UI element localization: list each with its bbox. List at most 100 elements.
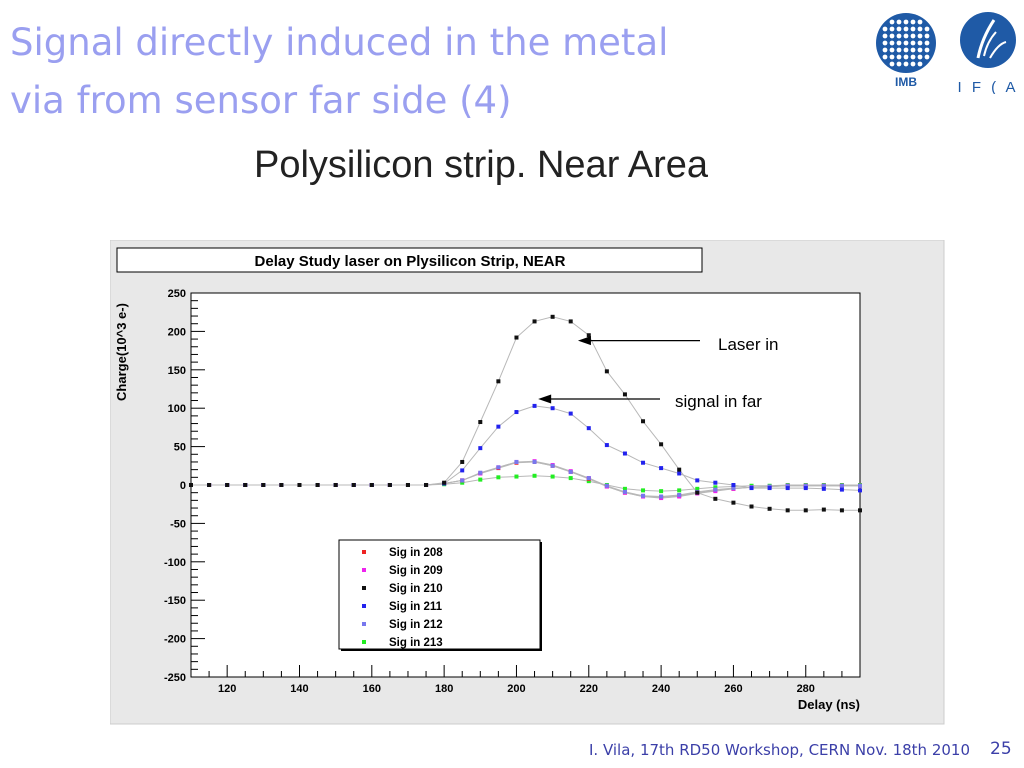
data-point [550, 406, 555, 411]
data-point [622, 392, 627, 397]
y-tick-label: 0 [180, 480, 186, 492]
legend-label: Sig in 210 [389, 583, 443, 595]
data-point [713, 485, 718, 490]
imb-logo-dot [896, 54, 902, 60]
imb-logo-dot [882, 33, 888, 39]
legend-label: Sig in 212 [389, 619, 443, 631]
legend: Sig in 208 Sig in 209 Sig in 210 Sig in 211… [338, 539, 542, 651]
annotation-label: signal in far [675, 392, 762, 411]
y-tick-label: -200 [164, 634, 186, 646]
data-point [424, 483, 429, 487]
data-point [641, 419, 646, 424]
imb-logo-dot [889, 47, 895, 53]
imb-logo-dot [917, 47, 923, 53]
y-axis-label: Charge(10^3 e-) [114, 303, 129, 401]
data-point [858, 483, 862, 488]
data-point [785, 483, 790, 488]
imb-logo-dot [924, 33, 930, 39]
axis-ticks [190, 292, 861, 678]
data-point [478, 420, 483, 425]
data-point [839, 483, 844, 488]
y-tick-label: 250 [168, 288, 186, 300]
data-point [387, 483, 392, 487]
data-point [550, 314, 555, 319]
imb-logo-dot [917, 26, 923, 32]
legend-marker [362, 622, 366, 626]
data-point [496, 475, 501, 480]
legend-label: Sig in 208 [389, 547, 443, 559]
imb-logo-dot [910, 40, 916, 46]
imb-logo-dot [924, 26, 930, 32]
imb-logo-dot [896, 26, 902, 32]
data-point [821, 507, 826, 512]
data-point [351, 483, 356, 487]
data-point [315, 483, 320, 487]
imb-logo-dot [889, 54, 895, 60]
data-point [478, 446, 483, 451]
data-point [641, 488, 646, 493]
data-point [749, 486, 754, 491]
imb-logo-text: IMB [895, 75, 917, 89]
data-point [189, 483, 193, 487]
legend-marker [362, 604, 366, 608]
data-point [821, 483, 826, 488]
y-tick-label: 200 [168, 326, 186, 338]
imb-logo: IMB [876, 13, 936, 89]
imb-logo-dot [896, 40, 902, 46]
legend-label: Sig in 211 [389, 601, 443, 613]
data-point [279, 483, 284, 487]
chart-title-box [116, 247, 703, 273]
imb-logo-dot [896, 19, 902, 25]
series-points [189, 314, 862, 513]
data-point [731, 483, 736, 487]
data-point [442, 480, 447, 485]
y-tick-label: -250 [164, 672, 186, 684]
data-point [785, 508, 790, 513]
data-point [622, 486, 627, 491]
data-point [532, 473, 537, 478]
data-point [243, 483, 248, 487]
data-point [677, 471, 682, 476]
imb-logo-dot [882, 26, 888, 32]
data-point [532, 319, 537, 324]
data-point [586, 426, 591, 431]
data-point [586, 479, 591, 484]
legend-marker [362, 550, 366, 554]
imb-logo-dot [889, 19, 895, 25]
data-point [568, 319, 573, 324]
data-point [261, 483, 266, 487]
data-point [622, 489, 627, 494]
imb-logo-dot [889, 33, 895, 39]
data-point [297, 483, 302, 487]
data-point [677, 467, 682, 472]
imb-logo-dot [917, 61, 923, 67]
imb-logo-dot [910, 19, 916, 25]
data-point [586, 476, 591, 481]
imb-logo-dot [889, 61, 895, 67]
x-tick-label: 260 [724, 683, 742, 695]
legend-marker [362, 640, 366, 644]
data-point [496, 424, 501, 429]
data-point [207, 483, 212, 487]
y-tick-label: 50 [174, 442, 186, 454]
imb-logo-dot [917, 33, 923, 39]
x-tick-label: 280 [797, 683, 815, 695]
imb-logo-dot [910, 61, 916, 67]
data-point [659, 489, 664, 494]
annotations: Laser in signal in far [538, 335, 778, 411]
data-point [496, 465, 501, 470]
data-point [713, 496, 718, 501]
imb-logo-dot [882, 40, 888, 46]
x-axis-label: Delay (ns) [798, 697, 860, 712]
data-point [514, 335, 519, 340]
imb-logo-dot [917, 40, 923, 46]
data-point [478, 477, 483, 482]
legend-marker [362, 568, 366, 572]
imb-logo-dot [889, 40, 895, 46]
x-tick-label: 200 [507, 683, 525, 695]
data-point [604, 483, 609, 488]
data-point [803, 508, 808, 513]
imb-logo-dot [889, 26, 895, 32]
data-point [695, 490, 700, 495]
x-tick-label: 120 [218, 683, 236, 695]
